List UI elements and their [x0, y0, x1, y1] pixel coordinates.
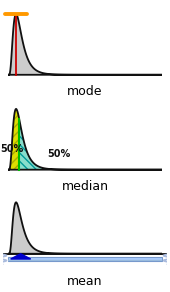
Text: mean: mean: [67, 275, 103, 288]
Text: median: median: [62, 180, 108, 193]
Polygon shape: [11, 254, 31, 259]
Polygon shape: [8, 14, 162, 75]
Text: mode: mode: [67, 85, 103, 98]
Polygon shape: [19, 119, 162, 170]
Bar: [8, 257, 162, 261]
Polygon shape: [8, 109, 19, 170]
Polygon shape: [8, 202, 162, 254]
Text: 50%: 50%: [48, 150, 71, 159]
Text: 50%: 50%: [1, 144, 24, 154]
Bar: [8, 257, 162, 261]
